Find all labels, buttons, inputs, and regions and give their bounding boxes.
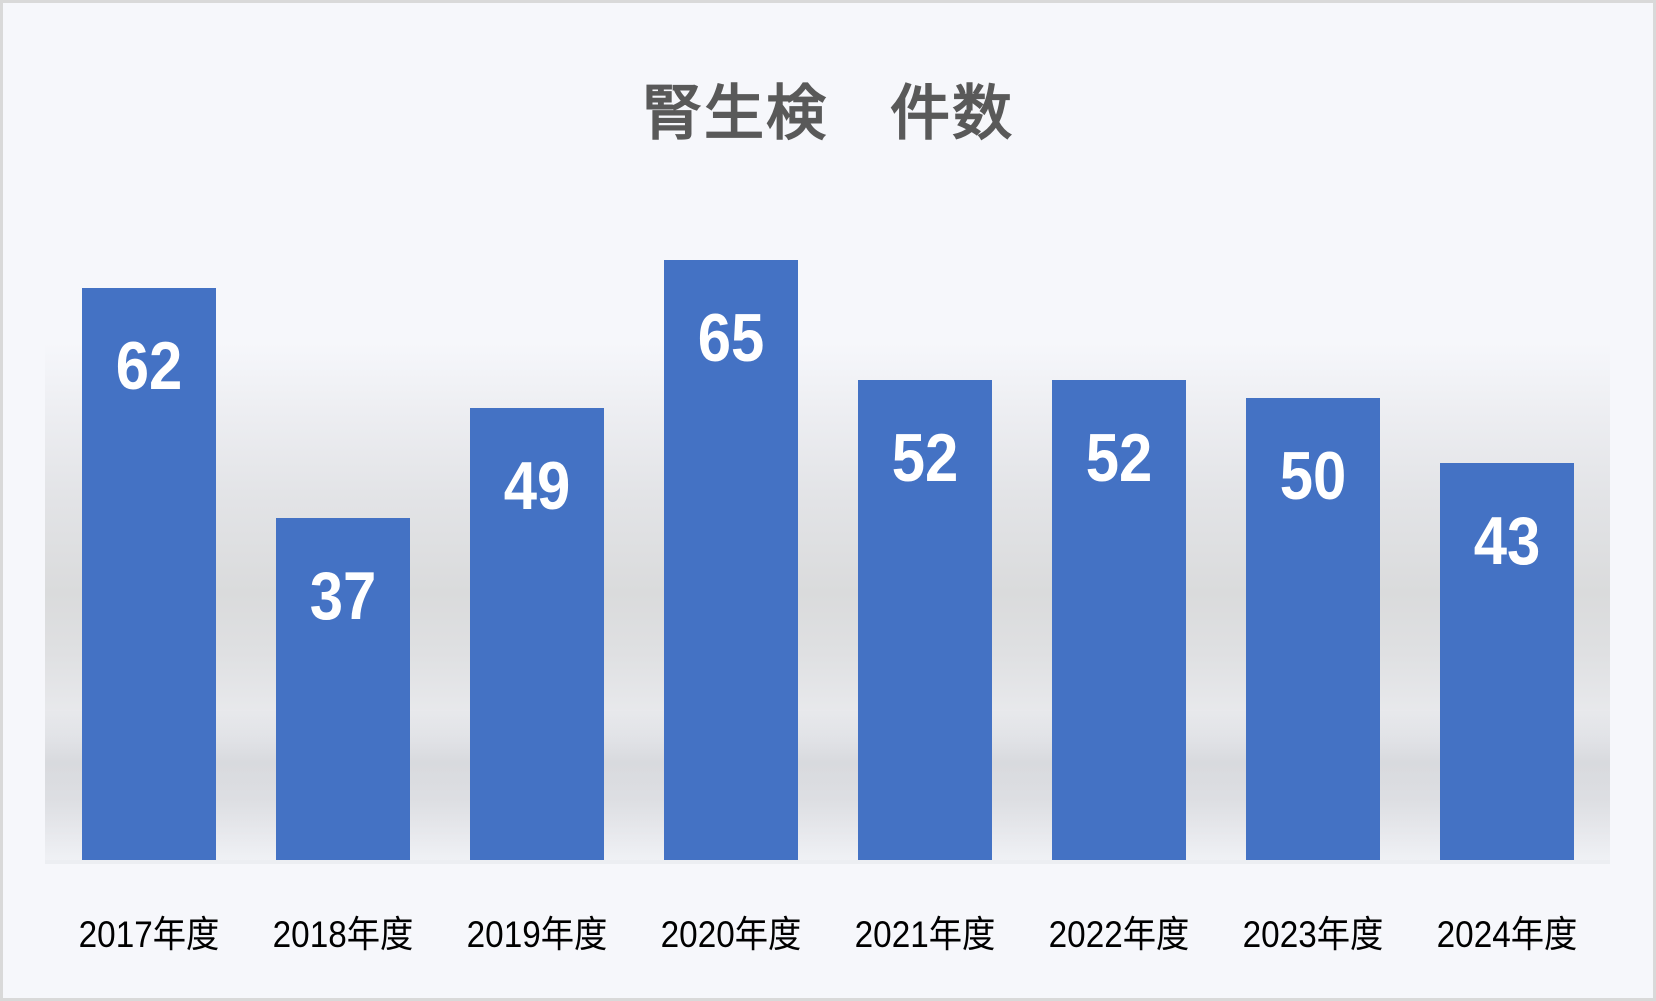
bar-value-label: 62 [115, 328, 183, 404]
bar-value-label: 37 [309, 558, 377, 634]
bar-value-label: 50 [1279, 438, 1347, 514]
x-axis-label: 2019年度 [466, 914, 608, 955]
bar-value-label: 43 [1473, 503, 1541, 579]
bar-2020年度: 65 [664, 260, 798, 860]
bar-value-label: 52 [891, 420, 959, 496]
x-axis-label: 2020年度 [660, 914, 802, 955]
baseline [45, 860, 1610, 864]
bar-2021年度: 52 [858, 380, 992, 860]
bar-value-label: 49 [503, 448, 571, 524]
bar-2019年度: 49 [470, 408, 604, 860]
x-axis-label: 2023年度 [1242, 914, 1384, 955]
chart-title: 腎生検 件数 [642, 79, 1014, 149]
x-axis-label: 2018年度 [272, 914, 414, 955]
bar-value-label: 52 [1085, 420, 1153, 496]
x-axis-label: 2022年度 [1048, 914, 1190, 955]
bar-2024年度: 43 [1440, 463, 1574, 860]
chart-frame: 腎生検 件数 62 37 49 65 52 52 50 43 2017年度 2018年度 2019… [3, 3, 1653, 998]
bar-2023年度: 50 [1246, 398, 1380, 860]
bar-2017年度: 62 [82, 288, 216, 860]
x-axis-label: 2021年度 [854, 914, 996, 955]
bar-2022年度: 52 [1052, 380, 1186, 860]
bar-value-label: 65 [697, 300, 765, 376]
x-axis-label: 2017年度 [78, 914, 220, 955]
bar-2018年度: 37 [276, 518, 410, 860]
x-axis-label: 2024年度 [1436, 914, 1578, 955]
